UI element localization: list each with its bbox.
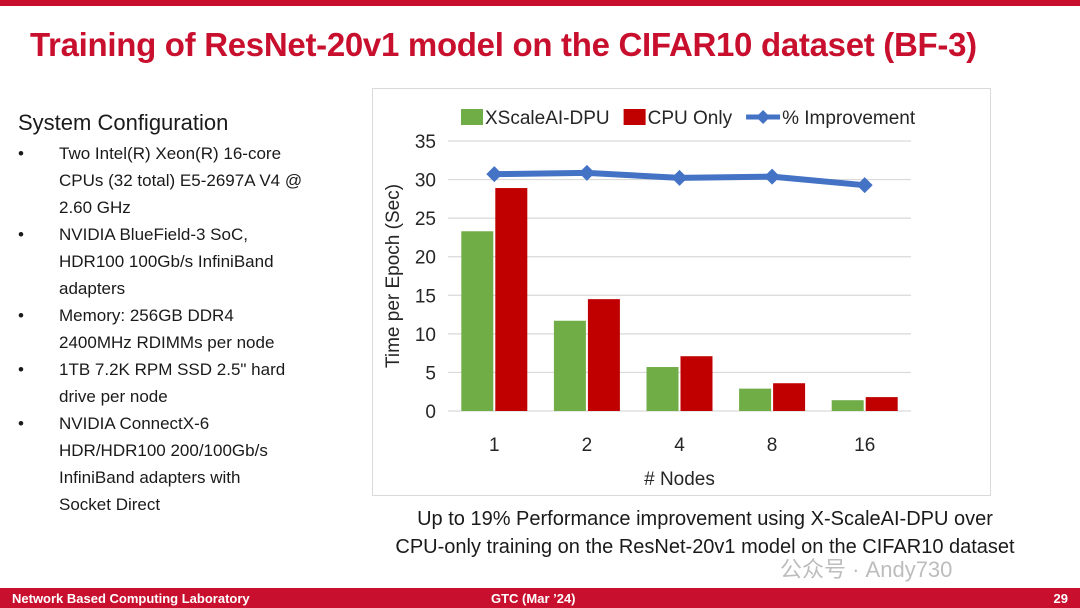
legend-label: XScaleAI-DPU: [485, 108, 610, 129]
y-tick-label: 10: [415, 325, 436, 346]
bar-cpu-only: [587, 299, 620, 411]
config-item-line: 1TB 7.2K RPM SSD 2.5" hard: [59, 360, 286, 379]
config-item-line: NVIDIA ConnectX-6: [59, 414, 210, 433]
x-tick-label: 16: [854, 435, 875, 456]
chart-container: 051015202530350%2%4%6%8%10%12%14%16%18%2…: [372, 88, 991, 496]
footer-lab-name: Network Based Computing Laboratory: [12, 591, 250, 606]
bullet-icon: •: [18, 225, 24, 244]
y-axis-label: Time per Epoch (Sec): [383, 184, 404, 368]
slide-title: Training of ResNet-20v1 model on the CIF…: [30, 26, 977, 63]
config-item-line: Two Intel(R) Xeon(R) 16-core: [59, 144, 282, 163]
config-item-line: 2400MHz RDIMMs per node: [59, 333, 275, 352]
x-axis-label: # Nodes: [644, 469, 715, 490]
bar-xscaleai-dpu: [461, 231, 494, 411]
x-tick-label: 4: [674, 435, 685, 456]
config-item-line: Memory: 256GB DDR4: [59, 306, 234, 325]
bar-xscaleai-dpu: [739, 388, 772, 411]
x-tick-label: 8: [767, 435, 778, 456]
y-tick-label: 30: [415, 171, 436, 192]
caption-line-1: Up to 19% Performance improvement using …: [417, 508, 993, 530]
config-item-line: NVIDIA BlueField-3 SoC,: [59, 225, 248, 244]
legend-swatch-cpu-only: [623, 109, 646, 125]
config-heading: System Configuration: [18, 110, 229, 135]
bullet-icon: •: [18, 144, 24, 163]
config-item-line: drive per node: [59, 387, 168, 406]
config-item-line: 2.60 GHz: [59, 198, 131, 217]
bullet-icon: •: [18, 414, 24, 433]
legend-label: % Improvement: [782, 108, 916, 129]
legend-diamond-icon: [756, 110, 771, 124]
config-item-line: CPUs (32 total) E5-2697A V4 @: [59, 171, 303, 190]
config-list: • Two Intel(R) Xeon(R) 16-core CPUs (32 to…: [18, 140, 358, 518]
footer-bar: Network Based Computing Laboratory GTC (…: [0, 588, 1080, 608]
legend-label: CPU Only: [648, 108, 733, 129]
y-tick-label: 25: [415, 209, 436, 230]
config-item-line: InfiniBand adapters with: [59, 468, 241, 487]
bar-line-chart: 051015202530350%2%4%6%8%10%12%14%16%18%2…: [383, 108, 916, 490]
bar-cpu-only: [680, 356, 713, 411]
legend-swatch-xscaleai-dpu: [461, 109, 483, 125]
bar-cpu-only: [865, 397, 898, 411]
caption: Up to 19% Performance improvement using …: [340, 505, 1070, 561]
page-number: 29: [1053, 591, 1068, 606]
x-tick-label: 1: [489, 435, 500, 456]
system-configuration: System Configuration • Two Intel(R) Xeon(…: [18, 110, 358, 518]
top-accent-bar: [0, 0, 1080, 6]
improvement-marker: [671, 169, 688, 186]
config-item: • Memory: 256GB DDR4 2400MHz RDIMMs per no…: [18, 302, 358, 356]
improvement-marker: [486, 166, 503, 183]
config-item: • NVIDIA ConnectX-6 HDR/HDR100 200/100Gb/s…: [18, 410, 358, 518]
caption-line-2: CPU-only training on the ResNet-20v1 mod…: [395, 536, 1015, 558]
y-tick-label: 35: [415, 132, 436, 153]
bullet-icon: •: [18, 306, 24, 325]
y-tick-label: 5: [425, 363, 436, 384]
bar-cpu-only: [773, 383, 806, 411]
config-item-line: Socket Direct: [59, 495, 161, 514]
improvement-marker: [578, 164, 595, 181]
y-tick-label: 20: [415, 248, 436, 269]
y-tick-label: 15: [415, 286, 436, 307]
config-item: • Two Intel(R) Xeon(R) 16-core CPUs (32 to…: [18, 140, 358, 221]
bar-xscaleai-dpu: [831, 400, 864, 411]
bullet-icon: •: [18, 360, 24, 379]
config-item: • 1TB 7.2K RPM SSD 2.5" hard drive per nod…: [18, 356, 358, 410]
bar-cpu-only: [495, 188, 528, 411]
config-item: • NVIDIA BlueField-3 SoC, HDR100 100Gb/s I…: [18, 221, 358, 302]
improvement-marker: [764, 168, 781, 185]
config-item-line: adapters: [59, 279, 126, 298]
config-item-line: HDR/HDR100 200/100Gb/s: [59, 441, 268, 460]
improvement-marker: [856, 177, 873, 194]
watermark: 公众号 · Andy730: [780, 557, 953, 582]
footer-event: GTC (Mar ’24): [491, 591, 576, 606]
y-tick-label: 0: [425, 402, 436, 423]
config-item-line: HDR100 100Gb/s InfiniBand: [59, 252, 274, 271]
bar-xscaleai-dpu: [553, 320, 586, 411]
bar-xscaleai-dpu: [646, 367, 679, 411]
x-tick-label: 2: [582, 435, 593, 456]
